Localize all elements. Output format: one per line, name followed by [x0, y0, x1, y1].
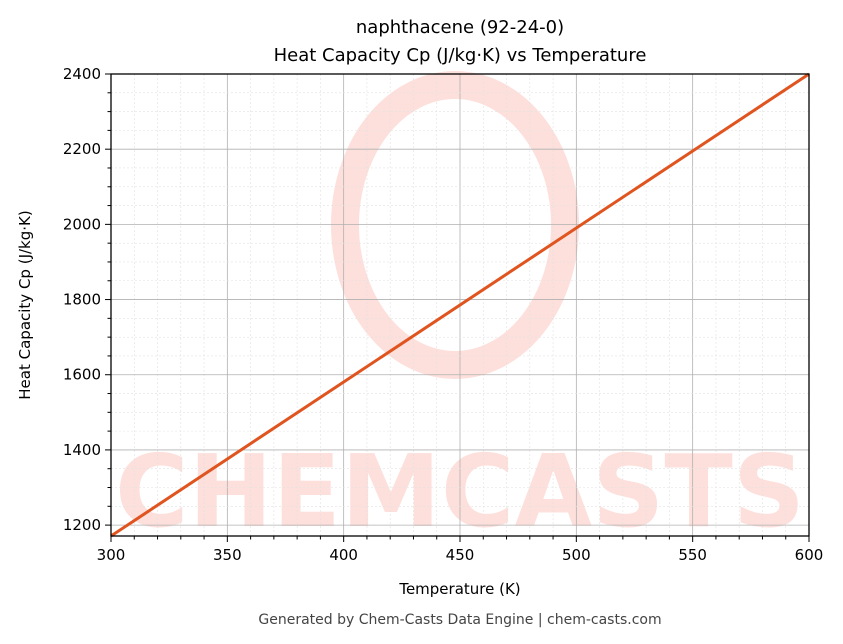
x-tick-label: 500: [562, 546, 591, 564]
x-tick-label: 600: [795, 546, 824, 564]
x-tick-label: 350: [213, 546, 242, 564]
footer: Generated by Chem-Casts Data Engine | ch…: [258, 612, 661, 628]
y-tick-label: 2000: [63, 215, 101, 233]
y-tick-label: 1600: [63, 366, 101, 384]
x-tick-label: 300: [97, 546, 126, 564]
x-tick-label: 450: [446, 546, 475, 564]
x-axis-label: Temperature (K): [398, 580, 520, 598]
chart-subtitle: Heat Capacity Cp (J/kg·K) vs Temperature: [274, 45, 647, 66]
x-tick-label: 550: [678, 546, 707, 564]
y-tick-label: 2200: [63, 140, 101, 158]
chart-title: naphthacene (92-24-0): [356, 17, 564, 38]
y-axis-label: Heat Capacity Cp (J/kg·K): [16, 210, 34, 399]
y-tick-label: 1200: [63, 516, 101, 534]
x-tick-label: 400: [329, 546, 358, 564]
y-tick-label: 1800: [63, 291, 101, 309]
y-tick-label: 1400: [63, 441, 101, 459]
series-line: [110, 72, 810, 538]
watermark-logo: [331, 71, 579, 379]
y-tick-label: 2400: [63, 65, 101, 83]
